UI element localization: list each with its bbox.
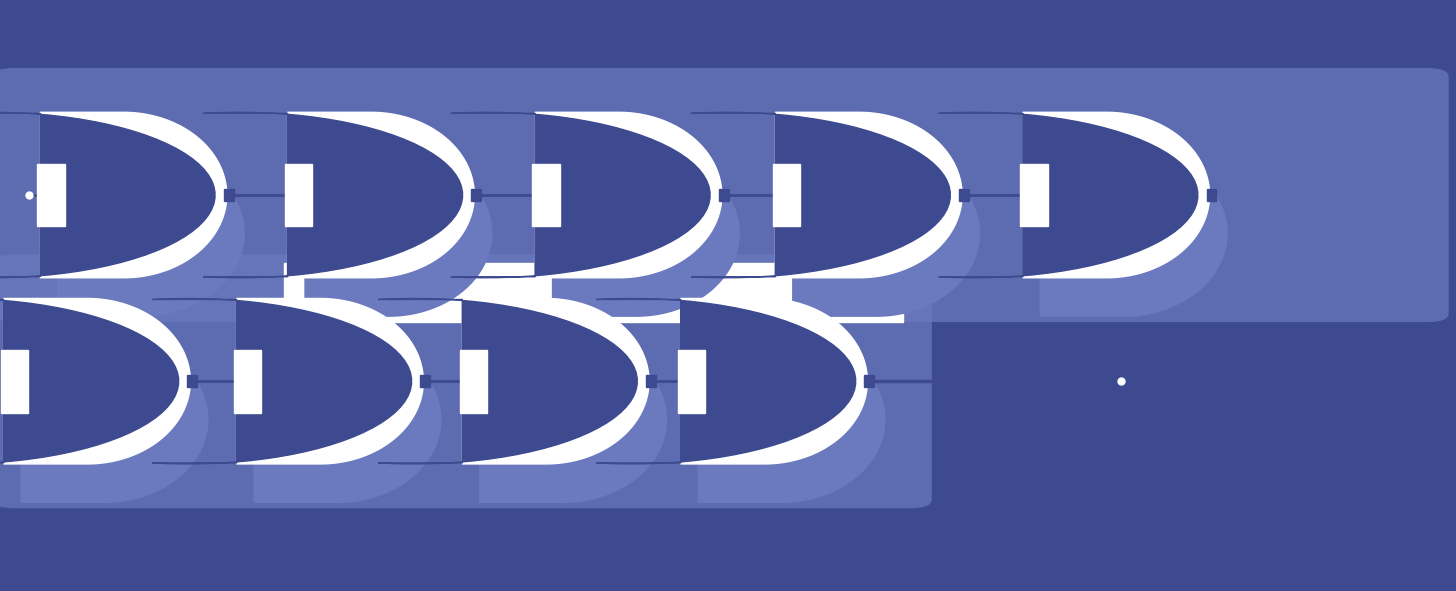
Bar (38, 164, 66, 226)
Polygon shape (1040, 151, 1227, 316)
Bar (1, 350, 29, 413)
Bar (460, 350, 488, 413)
Polygon shape (153, 298, 412, 464)
Bar (865, 375, 874, 387)
Polygon shape (4, 298, 191, 464)
Polygon shape (480, 337, 667, 502)
Polygon shape (775, 112, 962, 278)
Bar (533, 164, 561, 226)
Bar (719, 189, 728, 201)
Bar (421, 375, 430, 387)
Bar (773, 164, 801, 226)
Polygon shape (692, 112, 951, 278)
Bar (646, 375, 655, 387)
Polygon shape (0, 298, 179, 464)
Bar (1207, 189, 1216, 201)
Polygon shape (0, 112, 215, 278)
Polygon shape (1022, 112, 1210, 278)
Polygon shape (204, 112, 463, 278)
Bar (1021, 164, 1048, 226)
Bar (960, 189, 968, 201)
FancyBboxPatch shape (0, 254, 932, 508)
Bar (234, 350, 262, 413)
Bar (472, 189, 480, 201)
Polygon shape (253, 337, 441, 502)
Bar (224, 189, 233, 201)
Polygon shape (536, 112, 722, 278)
Polygon shape (287, 112, 475, 278)
Polygon shape (57, 151, 245, 316)
Polygon shape (451, 112, 711, 278)
Polygon shape (306, 151, 492, 316)
Polygon shape (462, 298, 649, 464)
Polygon shape (699, 337, 885, 502)
Bar (188, 375, 197, 387)
Polygon shape (681, 298, 868, 464)
Bar (285, 164, 313, 226)
FancyBboxPatch shape (0, 68, 1449, 322)
Polygon shape (552, 151, 740, 316)
Polygon shape (236, 298, 424, 464)
Bar (284, 263, 903, 322)
Polygon shape (792, 151, 980, 316)
Polygon shape (939, 112, 1198, 278)
Polygon shape (39, 112, 227, 278)
Bar (678, 350, 706, 413)
Polygon shape (379, 298, 638, 464)
Polygon shape (22, 337, 208, 502)
Polygon shape (597, 298, 856, 464)
